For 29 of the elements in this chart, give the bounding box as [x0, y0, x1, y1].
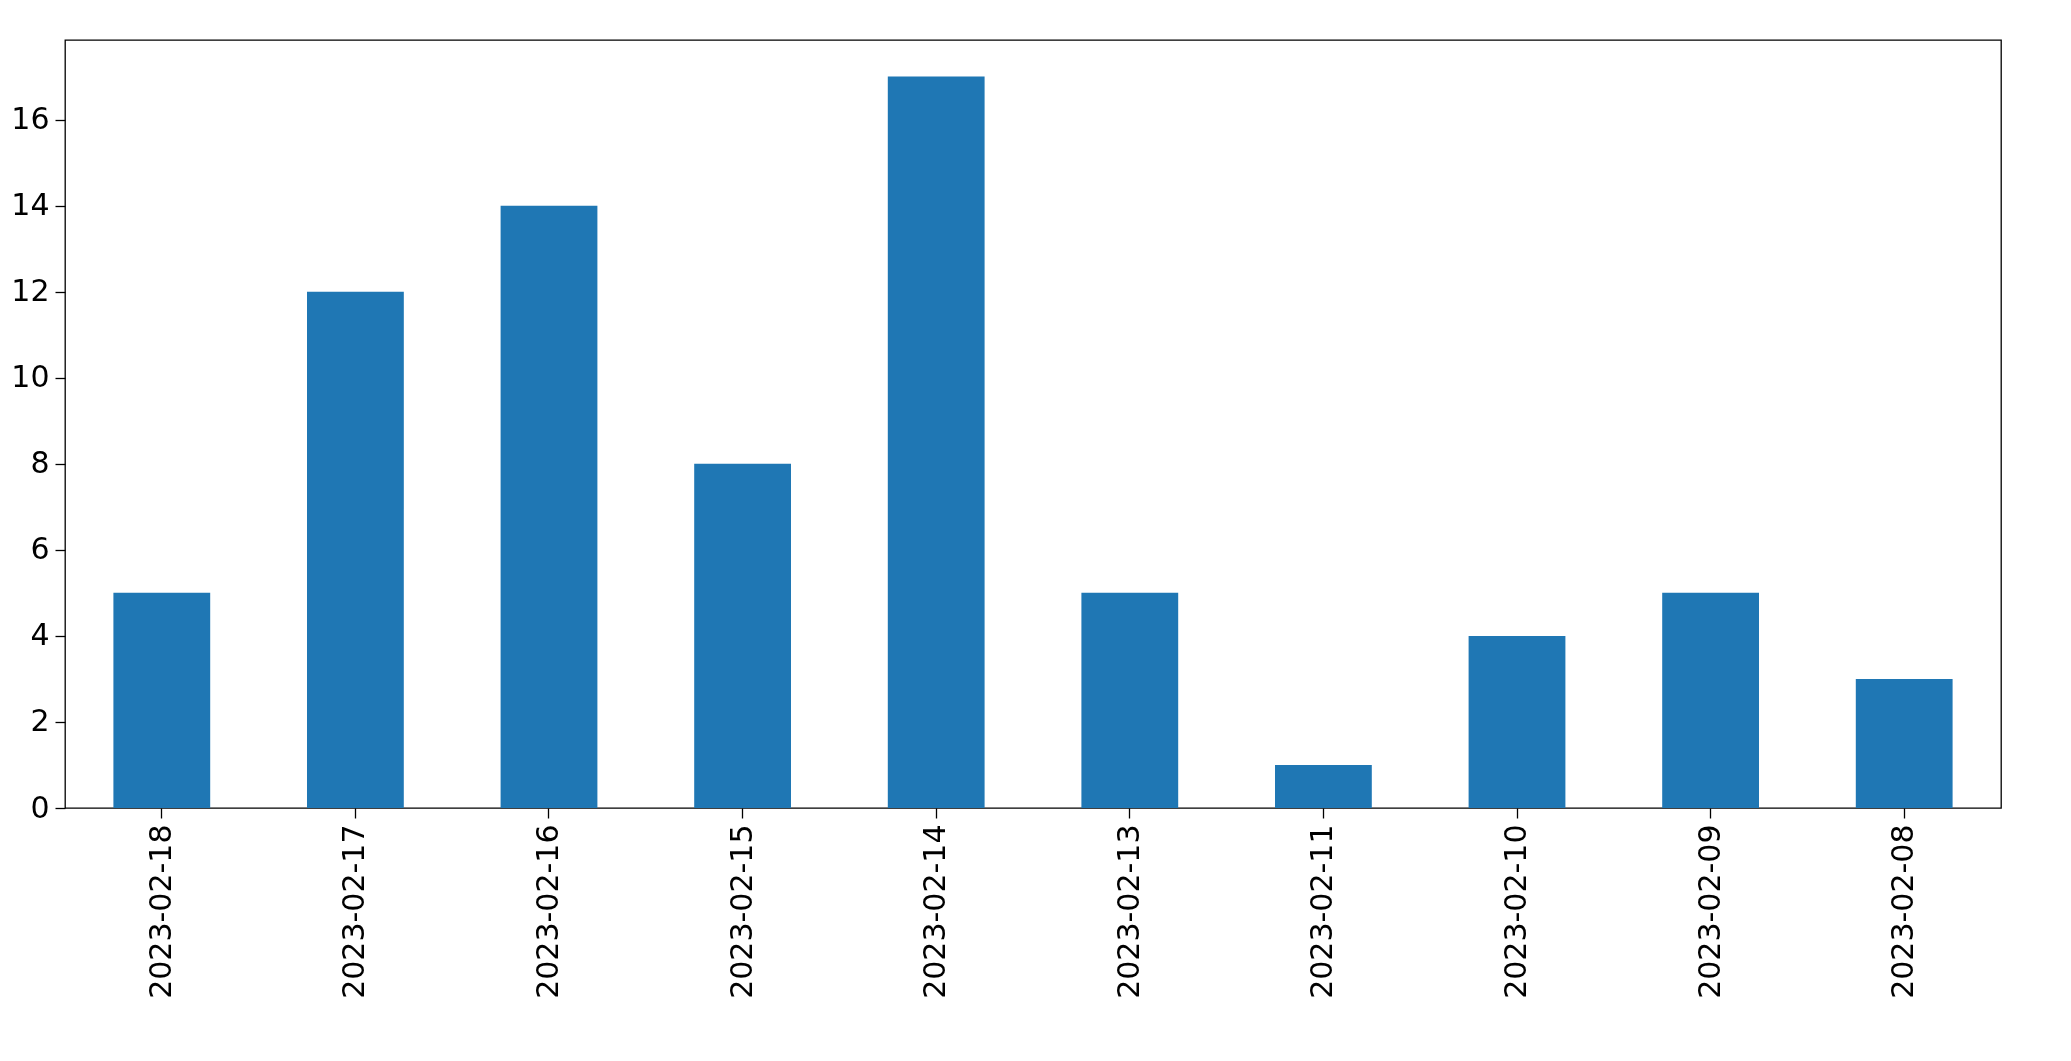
x-tick-label: 2023-02-08	[1885, 824, 1921, 999]
y-tick-label: 2	[30, 703, 50, 739]
bar	[1855, 678, 1953, 808]
y-tick-label: 0	[30, 789, 50, 825]
y-tick-label: 14	[11, 187, 50, 223]
x-tick-label: 2023-02-09	[1691, 824, 1727, 999]
bar	[887, 76, 985, 808]
bar	[1468, 635, 1566, 808]
bar	[1275, 764, 1372, 808]
y-tick-label: 6	[30, 531, 50, 567]
y-tick-label: 4	[30, 617, 50, 653]
x-tick-label: 2023-02-10	[1498, 824, 1533, 999]
bar	[694, 463, 791, 808]
x-tick-label: 2023-02-14	[917, 824, 953, 999]
y-tick-label: 10	[11, 359, 50, 395]
bar	[1081, 592, 1179, 808]
x-tick-label: 2023-02-13	[1110, 824, 1146, 999]
bar	[1662, 592, 1759, 808]
y-tick-label: 12	[11, 273, 50, 309]
bar	[113, 592, 211, 808]
bar	[307, 291, 404, 808]
x-tick-label: 2023-02-18	[142, 824, 178, 999]
y-tick-label: 16	[11, 101, 50, 137]
x-tick-label: 2023-02-15	[723, 824, 759, 999]
x-tick-label: 2023-02-17	[336, 824, 372, 999]
x-tick-label: 2023-02-11	[1304, 824, 1340, 999]
y-tick-label: 8	[30, 445, 50, 481]
x-tick-label: 2023-02-16	[530, 824, 565, 999]
bar	[500, 205, 598, 808]
